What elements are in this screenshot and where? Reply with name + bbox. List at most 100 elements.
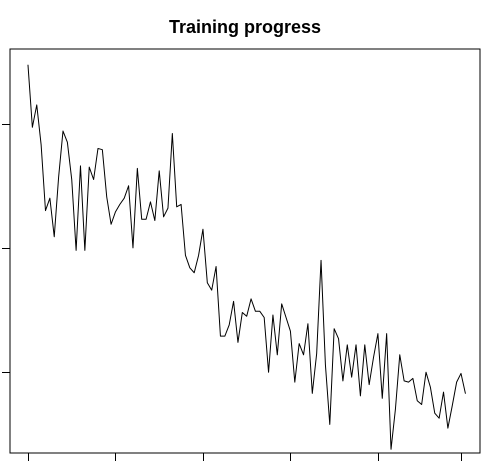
data-point-52 [250,297,253,300]
data-point-92 [425,371,428,374]
data-point-38 [188,266,191,269]
data-point-16 [92,178,95,181]
data-point-63 [298,342,301,345]
data-point-98 [451,404,454,407]
data-point-51 [245,315,248,318]
data-point-81 [376,332,379,335]
data-point-64 [302,353,305,356]
data-point-68 [320,259,323,262]
data-point-100 [460,372,463,375]
data-point-95 [438,417,441,420]
data-point-7 [53,235,56,238]
data-points [27,64,467,451]
data-point-4 [40,143,43,146]
data-point-71 [333,327,336,330]
data-point-34 [171,132,174,135]
data-point-10 [66,141,69,144]
data-point-28 [145,218,148,221]
data-point-69 [324,363,327,366]
x-axis-ticks [28,453,462,461]
data-point-6 [48,197,51,200]
data-point-94 [433,412,436,415]
data-point-44 [215,265,218,268]
data-point-90 [416,399,419,402]
data-point-72 [337,337,340,340]
data-point-18 [101,148,104,151]
data-point-29 [149,200,152,203]
data-point-31 [158,169,161,172]
data-point-89 [411,377,414,380]
data-point-65 [306,322,309,325]
data-point-20 [110,223,113,226]
data-point-26 [136,167,139,170]
data-point-40 [197,254,200,257]
data-point-9 [61,130,64,133]
data-point-46 [223,335,226,338]
data-point-62 [293,381,296,384]
data-point-66 [311,392,314,395]
data-point-2 [31,126,34,129]
data-point-5 [44,209,47,212]
data-point-11 [70,178,73,181]
series-line [27,64,466,450]
chart-title: Training progress [169,17,321,37]
data-point-61 [289,330,292,333]
data-point-33 [166,207,169,210]
data-point-70 [328,423,331,426]
data-point-27 [140,218,143,221]
data-point-76 [355,343,358,346]
data-point-13 [79,164,82,167]
data-point-97 [446,427,449,430]
data-point-30 [153,219,156,222]
data-point-96 [442,391,445,394]
data-point-78 [363,343,366,346]
data-point-37 [184,254,187,257]
data-point-25 [131,246,134,249]
data-point-3 [35,103,38,106]
data-point-84 [390,448,393,451]
data-point-43 [210,289,213,292]
data-point-47 [228,323,231,326]
plot-frame [9,48,481,454]
data-point-74 [346,343,349,346]
data-point-80 [372,356,375,359]
y-axis-ticks [2,124,10,373]
data-point-15 [88,166,91,169]
data-point-85 [394,408,397,411]
data-point-39 [193,271,196,274]
data-point-55 [263,316,266,319]
data-point-83 [385,332,388,335]
data-point-57 [271,314,274,317]
data-point-49 [236,341,239,344]
data-point-36 [180,203,183,206]
data-point-24 [127,184,130,187]
data-point-82 [381,397,384,400]
data-point-21 [114,210,117,213]
data-point-101 [464,392,467,395]
data-point-53 [254,310,257,313]
data-point-12 [75,249,78,252]
data-point-58 [276,353,279,356]
data-point-42 [206,281,209,284]
data-point-19 [105,195,108,198]
data-point-87 [403,379,406,382]
data-point-1 [27,64,30,67]
data-point-75 [350,376,353,379]
data-point-54 [258,310,261,313]
data-point-32 [162,215,165,218]
data-point-88 [407,381,410,384]
data-point-17 [96,147,99,150]
data-point-22 [118,203,121,206]
data-point-93 [429,386,432,389]
data-point-48 [232,300,235,303]
data-point-23 [123,197,126,200]
data-point-73 [341,379,344,382]
data-point-14 [83,249,86,252]
data-point-86 [398,353,401,356]
data-point-35 [175,205,178,208]
data-point-91 [420,403,423,406]
data-point-50 [241,311,244,314]
data-point-56 [267,371,270,374]
